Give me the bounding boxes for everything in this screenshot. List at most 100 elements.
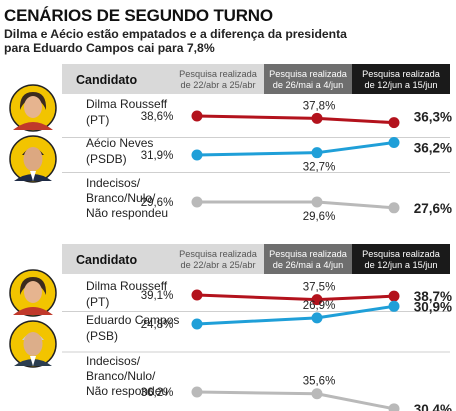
header-column-label: Pesquisa realizada de 22/abr a 25/abr — [179, 69, 258, 90]
data-point — [311, 196, 323, 208]
data-label: 27,6% — [414, 201, 452, 216]
header-column-line: Pesquisa realizada — [179, 249, 258, 259]
avatar-shirt — [30, 356, 36, 366]
data-point — [311, 388, 323, 400]
data-point — [311, 147, 323, 159]
header-candidate-cell — [62, 64, 172, 94]
series-name-line: Dilma Rousseff — [86, 97, 168, 111]
header-candidate-label: Candidato — [76, 73, 137, 87]
avatar-face — [23, 147, 43, 171]
series-line — [196, 141, 395, 157]
chart-panel-2: Candidato Pesquisa realizada de 22/abr a 2… — [62, 244, 452, 411]
data-point — [191, 386, 203, 398]
series-name-line: (PT) — [86, 295, 109, 309]
data-label: 36,2% — [414, 141, 452, 156]
header-column-line: de 26/mai a 4/jun — [273, 80, 344, 90]
header-column-2 — [264, 64, 352, 94]
header-column-1 — [172, 244, 264, 274]
header-column-line: Pesquisa realizada — [269, 69, 348, 79]
series-name-line: (PSB) — [86, 329, 118, 343]
avatar-face — [24, 96, 42, 118]
chart-panel-1: Candidato Pesquisa realizada de 22/abr a 2… — [62, 64, 452, 223]
data-label: 37,5% — [303, 282, 336, 294]
avatar-face — [24, 281, 42, 303]
header-column-line: Pesquisa realizada — [179, 69, 258, 79]
header-column-line: de 12/jun a 15/jun — [364, 260, 437, 270]
avatar-body — [13, 307, 53, 315]
data-label: 29,6% — [141, 197, 174, 209]
data-point — [388, 290, 400, 302]
data-point — [191, 289, 203, 301]
data-label: 30,4% — [414, 402, 452, 411]
dilma-photo — [9, 269, 57, 317]
header-column-line: de 22/abr a 25/abr — [180, 80, 255, 90]
header-column-label: Pesquisa realizada de 22/abr a 25/abr — [179, 249, 258, 270]
page-subtitle: Dilma e Aécio estão empatados e a difere… — [4, 27, 347, 55]
header-candidate-cell — [62, 244, 172, 274]
data-label: 26,9% — [303, 300, 336, 312]
header-column-3 — [352, 64, 450, 94]
data-point — [388, 403, 400, 411]
aecio-photo — [9, 135, 57, 183]
data-point — [388, 117, 400, 129]
data-label: 37,8% — [303, 100, 336, 112]
data-point — [191, 318, 203, 330]
series-name-line: Eduardo Campos — [86, 313, 179, 327]
series-name-line: Não respondeu — [86, 206, 168, 220]
series-name-line: Dilma Rousseff — [86, 279, 168, 293]
series-name-line: Indecisos/ — [86, 176, 141, 190]
header-column-label: Pesquisa realizada de 12/jun a 15/jun — [362, 69, 441, 90]
page-title: CENÁRIOS DE SEGUNDO TURNO — [4, 6, 273, 25]
header-column-line: Pesquisa realizada — [362, 69, 441, 79]
data-point — [311, 294, 323, 306]
header-column-label: Pesquisa realizada de 26/mai a 4/jun — [269, 249, 348, 270]
avatar-body — [13, 122, 53, 130]
series-name-line: Branco/Nulo/ — [86, 369, 156, 383]
series-name-line: (PSDB) — [86, 152, 127, 166]
data-label: 31,9% — [141, 150, 174, 162]
data-label: 32,7% — [303, 162, 336, 174]
data-label: 36,3% — [414, 110, 452, 125]
data-label: 30,9% — [414, 299, 452, 314]
series-line — [196, 293, 395, 302]
data-label: 38,7% — [414, 289, 452, 304]
header-column-line: de 22/abr a 25/abr — [180, 260, 255, 270]
header-column-label: Pesquisa realizada de 26/mai a 4/jun — [269, 69, 348, 90]
header-column-line: Pesquisa realizada — [269, 249, 348, 259]
header-column-2 — [264, 244, 352, 274]
data-point — [388, 137, 400, 149]
series-line — [197, 200, 395, 210]
data-point — [191, 149, 203, 161]
series-name-line: Não respondeu — [86, 384, 168, 398]
avatar-shirt — [30, 171, 36, 181]
series-name-line: Branco/Nulo/ — [86, 191, 156, 205]
series-line — [196, 304, 395, 326]
data-label: 39,1% — [141, 290, 174, 302]
campos-photo — [9, 320, 57, 368]
data-point — [191, 110, 203, 122]
header-column-3 — [352, 244, 450, 274]
header-column-label: Pesquisa realizada de 12/jun a 15/jun — [362, 249, 441, 270]
data-point — [191, 196, 203, 208]
data-point — [388, 202, 400, 214]
data-point — [311, 312, 323, 324]
header-column-line: Pesquisa realizada — [362, 249, 441, 259]
header-candidate-label: Candidato — [76, 253, 137, 267]
data-label: 35,6% — [303, 376, 336, 388]
avatar-face — [23, 332, 43, 356]
avatar-hair — [19, 92, 47, 110]
header-column-line: de 12/jun a 15/jun — [364, 80, 437, 90]
data-point — [311, 112, 323, 124]
series-name-line: Indecisos/ — [86, 354, 141, 368]
header-column-line: de 26/mai a 4/jun — [273, 260, 344, 270]
data-label: 24,8% — [141, 319, 174, 331]
data-point — [388, 300, 400, 312]
avatar-hair — [19, 277, 47, 295]
data-label: 29,6% — [303, 211, 336, 223]
data-label: 38,6% — [141, 111, 174, 123]
series-name-line: (PT) — [86, 113, 109, 127]
series-line — [196, 390, 395, 411]
series-line — [196, 114, 395, 125]
